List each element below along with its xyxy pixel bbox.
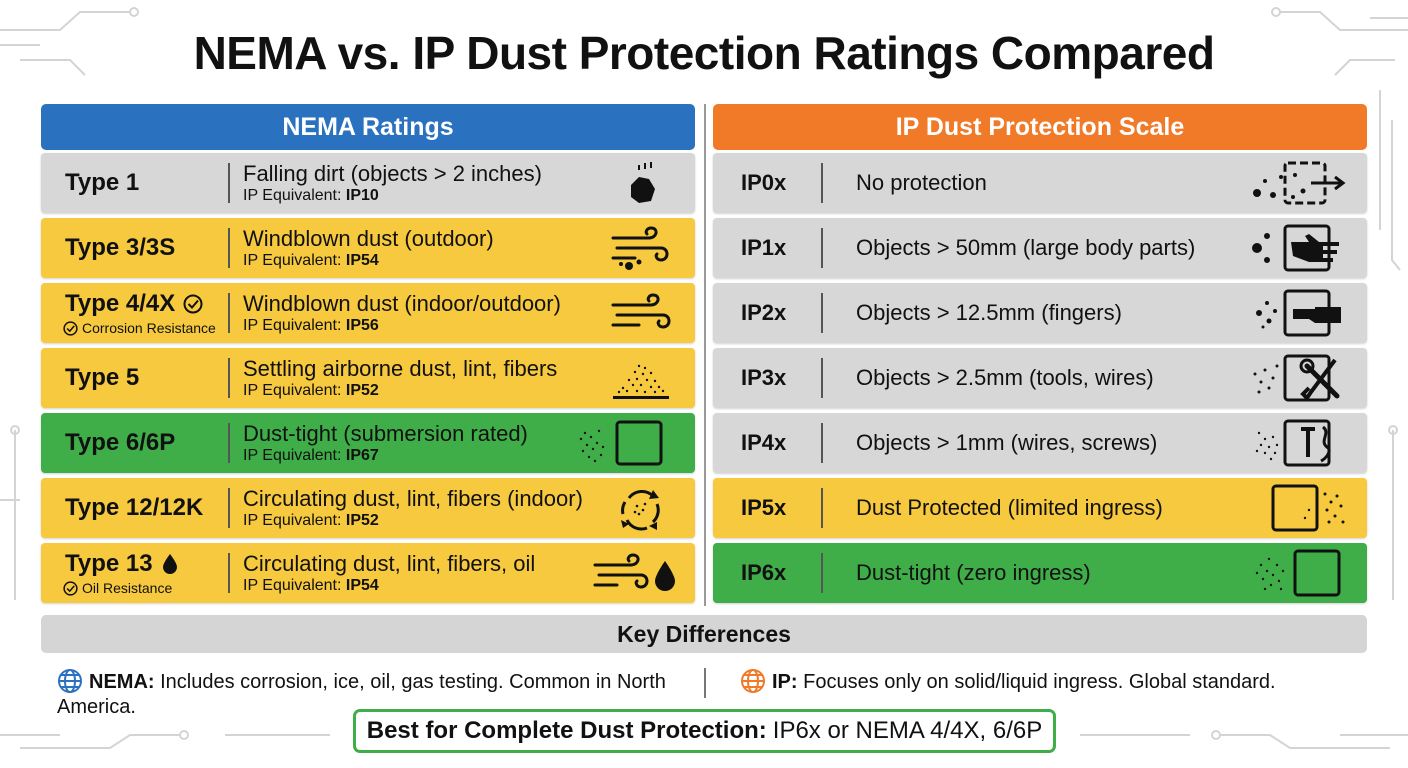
circulating-dust-icon [621,490,660,531]
nema-row-type-3: Type 3/3S Windblown dust (outdoor) IP Eq… [41,218,695,278]
ip-equivalent: IP Equivalent: IP56 [243,316,379,334]
nema-description: Falling dirt (objects > 2 inches) [243,160,542,186]
ip-description: Objects > 50mm (large body parts) [856,235,1196,260]
nema-row-type-5: Type 5 Settling airborne dust, lint, fib… [41,348,695,408]
nema-key-note: NEMA: Includes corrosion, ice, oil, gas … [57,668,667,720]
ip-description: Dust-tight (zero ingress) [856,560,1091,585]
nema-row-type-13: Type 13 Oil Resistance Circulating dust,… [41,543,695,603]
nema-header: NEMA Ratings [41,104,695,150]
check-circle-icon [183,294,203,314]
finger-icon [1256,289,1341,337]
globe-icon [58,669,82,693]
globe-icon [741,669,765,693]
tools-icon [1253,354,1340,402]
column-divider [704,104,706,606]
ip-description: Objects > 12.5mm (fingers) [856,300,1122,325]
hand-icon [1252,224,1339,272]
dust-tight-icon [1255,549,1341,597]
ip-description: Objects > 2.5mm (tools, wires) [856,365,1154,390]
best-protection-callout: Best for Complete Dust Protection: IP6x o… [353,709,1056,753]
settling-dust-icon [613,364,669,399]
ip-row-ip1x: IP1x Objects > 50mm (large body parts) [713,218,1367,278]
nema-type-label: Type 1 [65,169,140,196]
ip-code-label: IP1x [741,235,787,260]
check-circle-icon [63,320,78,336]
nema-description: Circulating dust, lint, fibers, oil [243,550,536,576]
nema-description: Settling airborne dust, lint, fibers [243,355,558,381]
falling-rock-icon [631,162,655,203]
nema-type-label: Type 13 [65,550,153,577]
nema-type-label: Type 12/12K [65,494,204,521]
check-circle-icon [63,580,78,596]
ip-equivalent: IP Equivalent: IP54 [243,251,379,269]
nema-row-type-1: Type 1 Falling dirt (objects > 2 inches)… [41,153,695,213]
ip-row-ip5x: IP5x Dust Protected (limited ingress) [713,478,1367,538]
ip-row-ip2x: IP2x Objects > 12.5mm (fingers) [713,283,1367,343]
screw-wire-icon [1255,419,1331,467]
ip-row-ip4x: IP4x Objects > 1mm (wires, screws) [713,413,1367,473]
nema-type-label: Type 4/4X [65,290,176,317]
key-differences-header: Key Differences [41,615,1367,653]
nema-description: Circulating dust, lint, fibers (indoor) [243,485,583,511]
ip-equivalent: IP Equivalent: IP10 [243,186,379,204]
wind-oil-icon [593,553,675,591]
ip-description: No protection [856,170,987,195]
ip-code-label: IP0x [741,170,787,195]
nema-row-type-6: Type 6/6P Dust-tight (submersion rated) … [41,413,695,473]
nema-description: Windblown dust (indoor/outdoor) [243,290,561,316]
no-protection-icon [1253,161,1346,205]
nema-row-type-4: Type 4/4X Corrosion Resistance Windblown… [41,283,695,343]
wind-icon [611,293,671,329]
ip-equivalent: IP Equivalent: IP52 [243,381,379,399]
ip-code-label: IP5x [741,495,787,520]
ip-equivalent: IP Equivalent: IP67 [243,446,379,464]
ip-key-note: IP: Focuses only on solid/liquid ingress… [740,668,1360,695]
ip-equivalent: IP Equivalent: IP54 [243,576,379,594]
oil-drop-icon [162,554,177,574]
limited-ingress-icon [1271,484,1345,532]
nema-row-type-12: Type 12/12K Circulating dust, lint, fibe… [41,478,695,538]
nema-description: Windblown dust (outdoor) [243,225,494,251]
nema-type-label: Type 6/6P [65,429,176,456]
nema-sub-label: Corrosion Resistance [82,320,216,336]
ip-code-label: IP2x [741,300,787,325]
ip-code-label: IP6x [741,560,787,585]
nema-type-label: Type 5 [65,364,140,391]
page-title: NEMA vs. IP Dust Protection Ratings Comp… [193,27,1215,79]
ip-description: Dust Protected (limited ingress) [856,495,1163,520]
ip-description: Objects > 1mm (wires, screws) [856,430,1158,455]
ip-row-ip6x: IP6x Dust-tight (zero ingress) [713,543,1367,603]
nema-description: Dust-tight (submersion rated) [243,420,528,446]
sealed-box-icon [579,420,663,466]
ip-code-label: IP3x [741,365,787,390]
ip-code-label: IP4x [741,430,787,455]
nema-type-label: Type 3/3S [65,234,176,261]
ip-row-ip3x: IP3x Objects > 2.5mm (tools, wires) [713,348,1367,408]
nema-sub-label: Oil Resistance [82,580,173,596]
ip-row-ip0x: IP0x No protection [713,153,1367,213]
ip-equivalent: IP Equivalent: IP52 [243,511,379,529]
ip-header: IP Dust Protection Scale [713,104,1367,150]
windblown-dust-icon [611,226,669,270]
